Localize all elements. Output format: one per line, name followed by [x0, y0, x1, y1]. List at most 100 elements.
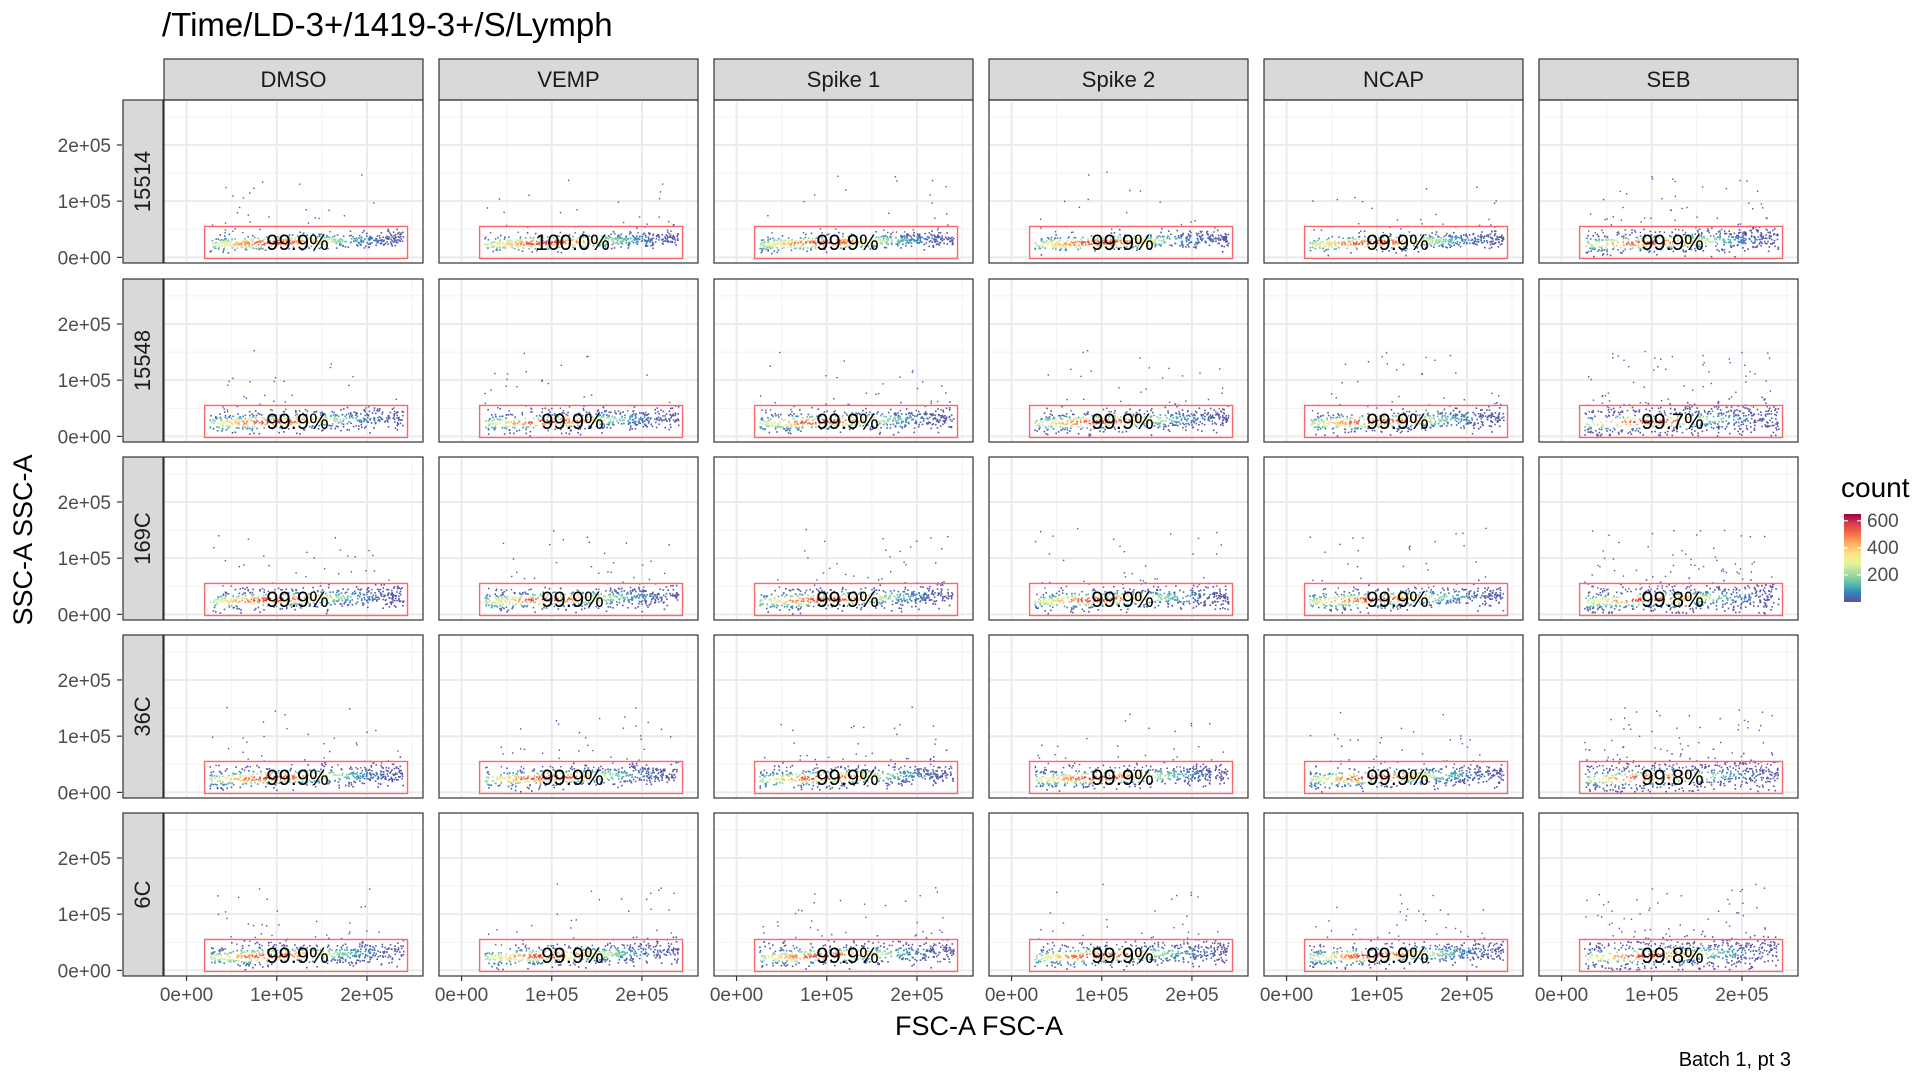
density-point — [1761, 238, 1763, 240]
density-point — [1078, 245, 1080, 247]
density-point — [535, 426, 537, 428]
density-point — [1364, 236, 1366, 238]
density-point — [1224, 246, 1226, 248]
density-point — [362, 232, 364, 234]
outlier-point — [227, 409, 228, 410]
density-point — [1734, 256, 1736, 258]
density-point — [363, 421, 365, 423]
density-point — [913, 239, 915, 241]
density-point — [884, 247, 886, 249]
density-point — [1082, 241, 1084, 243]
density-point — [1209, 238, 1211, 240]
density-point — [1208, 236, 1210, 238]
density-point — [214, 248, 216, 250]
outlier-point — [1702, 186, 1703, 187]
density-point — [530, 431, 532, 433]
density-point — [249, 433, 251, 435]
density-point — [246, 241, 248, 243]
row-strip: 15548 — [123, 279, 163, 442]
density-point — [234, 249, 236, 251]
density-point — [1195, 246, 1197, 248]
density-point — [1772, 230, 1774, 232]
density-point — [512, 414, 514, 416]
density-point — [1587, 242, 1589, 244]
density-point — [1476, 241, 1478, 243]
outlier-point — [1661, 198, 1662, 199]
density-point — [811, 233, 813, 235]
density-point — [1437, 242, 1439, 244]
density-point — [263, 417, 265, 419]
density-point — [254, 237, 256, 239]
density-point — [662, 238, 664, 240]
density-point — [225, 240, 227, 242]
density-point — [675, 420, 677, 422]
outlier-point — [1675, 181, 1676, 182]
density-point — [259, 422, 261, 424]
density-point — [1181, 241, 1183, 243]
density-point — [917, 237, 919, 239]
density-point — [356, 237, 358, 239]
density-point — [252, 235, 254, 237]
density-point — [1228, 243, 1230, 245]
density-point — [949, 401, 951, 403]
density-point — [342, 414, 344, 416]
density-point — [778, 249, 780, 251]
outlier-point — [393, 407, 394, 408]
density-point — [1354, 238, 1356, 240]
outlier-point — [361, 174, 362, 175]
density-point — [1088, 241, 1090, 243]
density-point — [1495, 233, 1497, 235]
density-point — [212, 240, 214, 242]
density-point — [1725, 242, 1727, 244]
density-point — [1080, 247, 1082, 249]
density-point — [1713, 236, 1715, 238]
density-point — [1751, 241, 1753, 243]
density-point — [386, 241, 388, 243]
density-point — [1437, 240, 1439, 242]
density-point — [1739, 229, 1741, 231]
density-point — [940, 415, 942, 417]
density-point — [331, 411, 333, 413]
outlier-point — [887, 232, 888, 233]
density-point — [606, 414, 608, 416]
density-point — [522, 242, 524, 244]
density-point — [213, 428, 215, 430]
density-point — [1722, 239, 1724, 241]
density-point — [221, 418, 223, 420]
density-point — [1210, 235, 1212, 237]
density-point — [760, 244, 762, 246]
density-point — [1445, 239, 1447, 241]
density-point — [253, 433, 255, 435]
density-point — [375, 240, 377, 242]
density-point — [914, 427, 916, 429]
density-point — [215, 238, 217, 240]
outlier-point — [637, 232, 638, 233]
density-point — [618, 236, 620, 238]
outlier-point — [212, 225, 213, 226]
density-point — [776, 243, 778, 245]
density-point — [1592, 248, 1594, 250]
density-point — [505, 423, 507, 425]
density-point — [948, 237, 950, 239]
density-point — [809, 418, 811, 420]
density-point — [1441, 244, 1443, 246]
density-point — [1077, 241, 1079, 243]
density-point — [633, 419, 635, 421]
density-point — [362, 241, 364, 243]
outlier-point — [892, 232, 893, 233]
density-point — [672, 407, 674, 409]
density-point — [249, 428, 251, 430]
density-point — [1591, 248, 1593, 250]
gate-percentage-label: 99.9% — [266, 230, 328, 255]
density-point — [487, 409, 489, 411]
density-point — [781, 419, 783, 421]
density-point — [1758, 236, 1760, 238]
density-point — [1436, 231, 1438, 233]
density-point — [900, 247, 902, 249]
density-point — [1347, 237, 1349, 239]
density-point — [388, 426, 390, 428]
density-point — [530, 425, 532, 427]
density-point — [1495, 239, 1497, 241]
density-point — [1625, 234, 1627, 236]
density-point — [519, 242, 521, 244]
